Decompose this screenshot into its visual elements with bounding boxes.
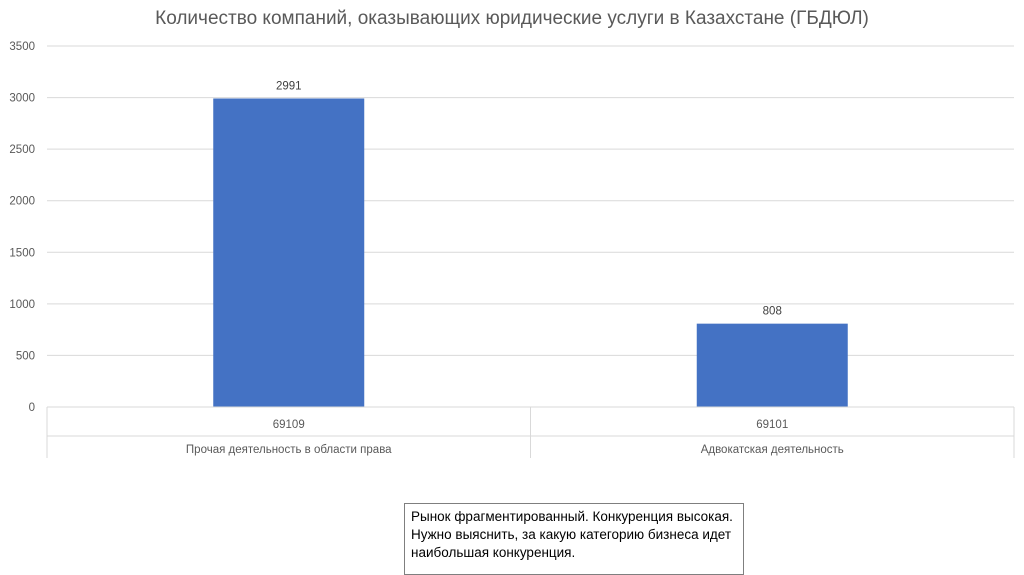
y-tick-label: 1500 — [9, 247, 35, 259]
x-tick-category: Адвокатская деятельность — [701, 444, 844, 456]
y-tick-label: 0 — [29, 402, 35, 414]
bars — [213, 98, 848, 407]
y-tick-label: 500 — [16, 350, 35, 362]
y-tick-label: 3000 — [9, 93, 35, 105]
y-axis-ticks: 0 500 1000 1500 2000 2500 3000 3500 — [9, 41, 35, 414]
y-tick-label: 2500 — [9, 144, 35, 156]
x-tick-code: 69109 — [273, 419, 305, 431]
x-tick-category: Прочая деятельность в области права — [186, 444, 392, 456]
y-tick-label: 3500 — [9, 41, 35, 53]
x-tick-code: 69101 — [756, 419, 788, 431]
bar-69109 — [213, 98, 365, 407]
gridlines — [47, 45, 1014, 408]
data-labels: 2991 808 — [276, 80, 782, 317]
data-label: 2991 — [276, 80, 302, 92]
x-axis: 69109 Прочая деятельность в области права… — [46, 406, 1015, 458]
y-tick-label: 2000 — [9, 196, 35, 208]
y-tick-label: 1000 — [9, 299, 35, 311]
chart-title: Количество компаний, оказывающих юридиче… — [155, 8, 869, 29]
bar-69101 — [696, 323, 848, 407]
data-label: 808 — [763, 306, 782, 318]
note-box: Рынок фрагментированный. Конкуренция выс… — [404, 503, 744, 575]
